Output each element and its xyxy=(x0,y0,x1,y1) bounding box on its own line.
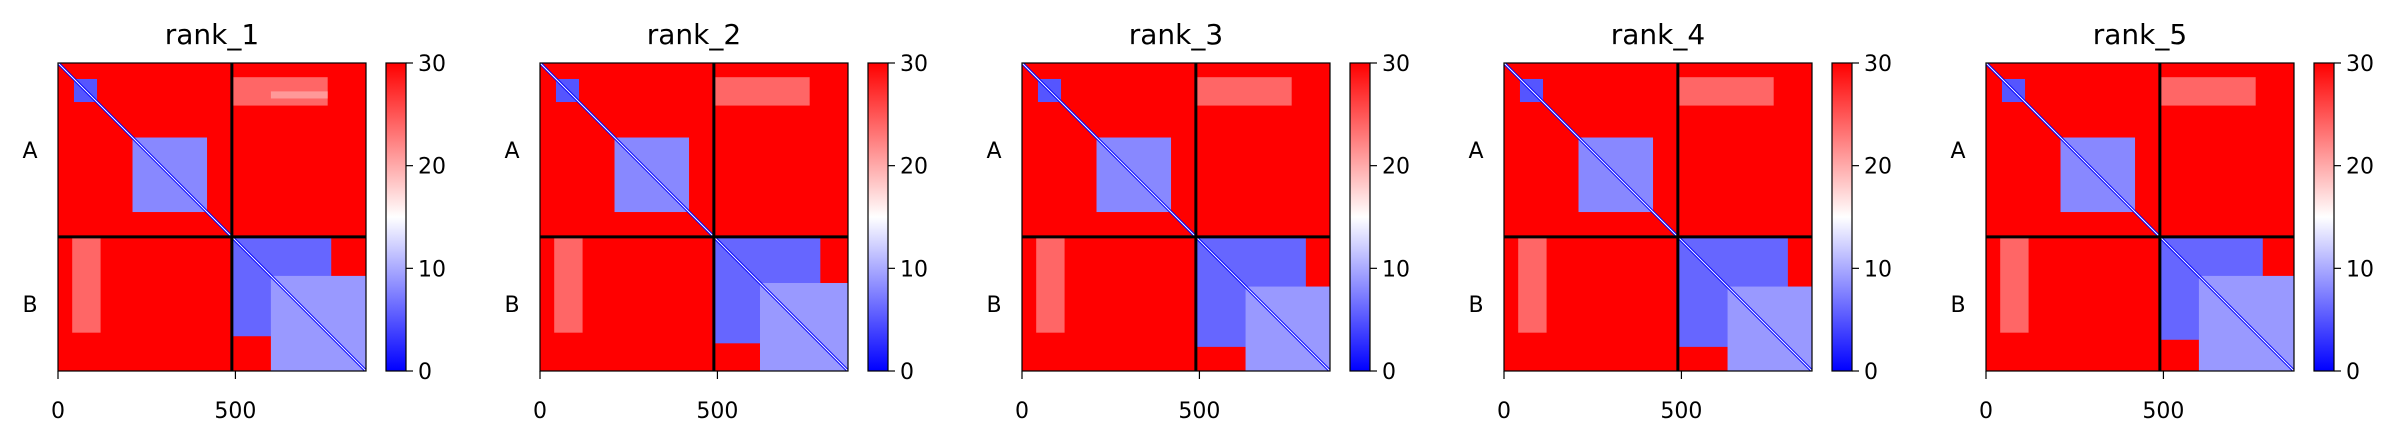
chart-title: rank_3 xyxy=(1129,18,1223,51)
x-tick-label: 500 xyxy=(696,399,738,424)
x-tick-label: 500 xyxy=(1660,399,1702,424)
colorbar xyxy=(386,63,406,371)
axes-frame xyxy=(1021,62,1331,372)
y-tick-label: B xyxy=(986,293,1001,318)
chart-title: rank_2 xyxy=(647,18,741,51)
chart-title: rank_4 xyxy=(1611,18,1705,51)
heatmap-region xyxy=(270,91,328,99)
colorbar-tick-label: 10 xyxy=(1382,257,1410,282)
colorbar-tick-label: 10 xyxy=(2346,257,2374,282)
chart-title: rank_5 xyxy=(2093,18,2187,51)
x-tick-label: 500 xyxy=(1178,399,1220,424)
heatmap-4 xyxy=(1504,63,1812,371)
colorbar xyxy=(2314,63,2334,371)
colorbar xyxy=(868,63,888,371)
x-tick-label: 0 xyxy=(1979,399,1993,424)
colorbar-tick-label: 30 xyxy=(1382,52,1410,77)
axes-frame xyxy=(1985,62,2295,372)
heatmap-region xyxy=(554,236,583,333)
diagonal-highlight xyxy=(1504,63,1812,371)
colorbar xyxy=(1350,63,1370,371)
heatmap-2 xyxy=(540,63,848,371)
colorbar-tick-label: 0 xyxy=(418,360,432,385)
y-tick-label: B xyxy=(1468,293,1483,318)
x-tick-label: 500 xyxy=(2142,399,2184,424)
y-tick-label: B xyxy=(22,293,37,318)
heatmap-region xyxy=(1518,236,1547,333)
colorbar-tick-label: 0 xyxy=(900,360,914,385)
diagonal-highlight xyxy=(540,63,848,371)
y-tick-label: A xyxy=(1468,139,1483,164)
colorbar-tick-label: 30 xyxy=(418,52,446,77)
heatmap-3 xyxy=(1022,63,1330,371)
diagonal-highlight xyxy=(58,63,366,371)
colorbar-tick-label: 30 xyxy=(900,52,928,77)
colorbar-tick-label: 20 xyxy=(900,155,928,180)
colorbar-tick-label: 0 xyxy=(1382,360,1396,385)
x-tick-label: 500 xyxy=(214,399,256,424)
y-tick-label: B xyxy=(504,293,519,318)
x-tick-label: 0 xyxy=(51,399,65,424)
x-tick-label: 0 xyxy=(1497,399,1511,424)
axes-frame xyxy=(539,62,849,372)
y-tick-label: B xyxy=(1950,293,1965,318)
colorbar-frame xyxy=(1831,62,1853,372)
colorbar-tick-label: 0 xyxy=(2346,360,2360,385)
diagonal-highlight xyxy=(1986,63,2294,371)
colorbar-frame xyxy=(2313,62,2335,372)
heatmap-region xyxy=(72,236,101,333)
colorbar-frame xyxy=(1349,62,1371,372)
colorbar-tick-label: 20 xyxy=(2346,155,2374,180)
colorbar-tick-label: 10 xyxy=(1864,257,1892,282)
colorbar-tick-label: 30 xyxy=(2346,52,2374,77)
colorbar-tick-label: 0 xyxy=(1864,360,1878,385)
diagonal-highlight xyxy=(1022,63,1330,371)
colorbar-tick-label: 20 xyxy=(418,155,446,180)
heatmap-5 xyxy=(1986,63,2294,371)
heatmap-region xyxy=(1036,236,1065,333)
heatmap-region xyxy=(2000,236,2029,333)
axes-frame xyxy=(1503,62,1813,372)
heatmap-region xyxy=(2159,77,2256,106)
y-tick-label: A xyxy=(1950,139,1965,164)
colorbar-tick-label: 20 xyxy=(1382,155,1410,180)
y-tick-label: A xyxy=(504,139,519,164)
colorbar-frame xyxy=(867,62,889,372)
x-tick-label: 0 xyxy=(1015,399,1029,424)
y-tick-label: A xyxy=(986,139,1001,164)
colorbar-frame xyxy=(385,62,407,372)
axes-frame xyxy=(57,62,367,372)
chart-title: rank_1 xyxy=(165,18,259,51)
colorbar-tick-label: 30 xyxy=(1864,52,1892,77)
colorbar xyxy=(1832,63,1852,371)
y-tick-label: A xyxy=(22,139,37,164)
heatmap-1 xyxy=(58,63,366,371)
colorbar-tick-label: 10 xyxy=(418,257,446,282)
x-tick-label: 0 xyxy=(533,399,547,424)
colorbar-tick-label: 20 xyxy=(1864,155,1892,180)
heatmap-region xyxy=(1677,77,1774,106)
heatmap-region xyxy=(713,77,810,106)
heatmap-region xyxy=(1195,77,1292,106)
colorbar-tick-label: 10 xyxy=(900,257,928,282)
